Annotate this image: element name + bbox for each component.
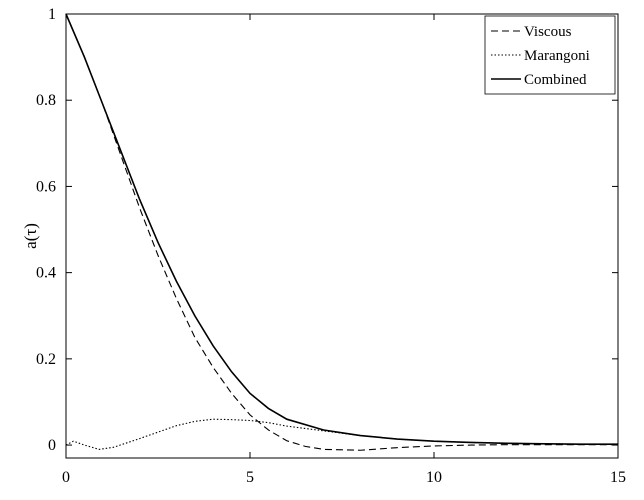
ticks-layer: 0 5 10 15 0 0.2 0.4 0.6 0.8 1 [36,6,626,486]
series-line-combined [65,13,618,446]
legend-label-viscous: Viscous [524,24,572,40]
legend-box [484,15,616,95]
y-tick-label: 1 [48,6,56,23]
series-line-viscous [65,13,618,451]
y-tick-label: 0 [48,437,56,454]
x-tick-label: 15 [610,469,626,486]
x-tick-label: 0 [62,469,70,486]
y-tick-label: 0.4 [36,265,56,282]
legend-label-marangoni: Marangoni [524,48,590,64]
series-layer [65,13,618,451]
legend: Viscous Marangoni Combined [484,15,616,95]
y-tick-label: 0.8 [36,92,56,109]
y-tick-label: 0.2 [36,351,56,368]
legend-label-combined: Combined [524,72,587,88]
y-axis-label: a(τ) [21,223,40,249]
x-tick-label: 10 [426,469,442,486]
x-tick-label: 5 [246,469,254,486]
y-tick-label: 0.6 [36,178,56,195]
